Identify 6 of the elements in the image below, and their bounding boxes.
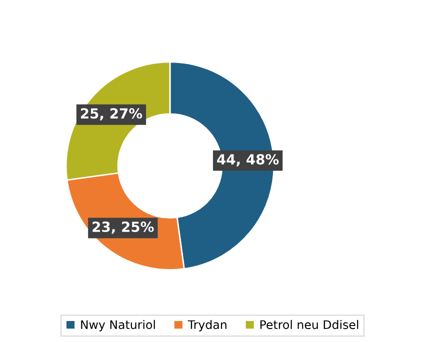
data-label: 44, 48% [217, 154, 279, 166]
data-label: 25, 27% [80, 108, 142, 120]
legend-label: Trydan [188, 320, 226, 332]
legend-label: Petrol neu Ddisel [260, 320, 358, 330]
data-label: 23, 25% [92, 222, 154, 234]
legend-label: Nwy Naturiol [81, 320, 155, 332]
